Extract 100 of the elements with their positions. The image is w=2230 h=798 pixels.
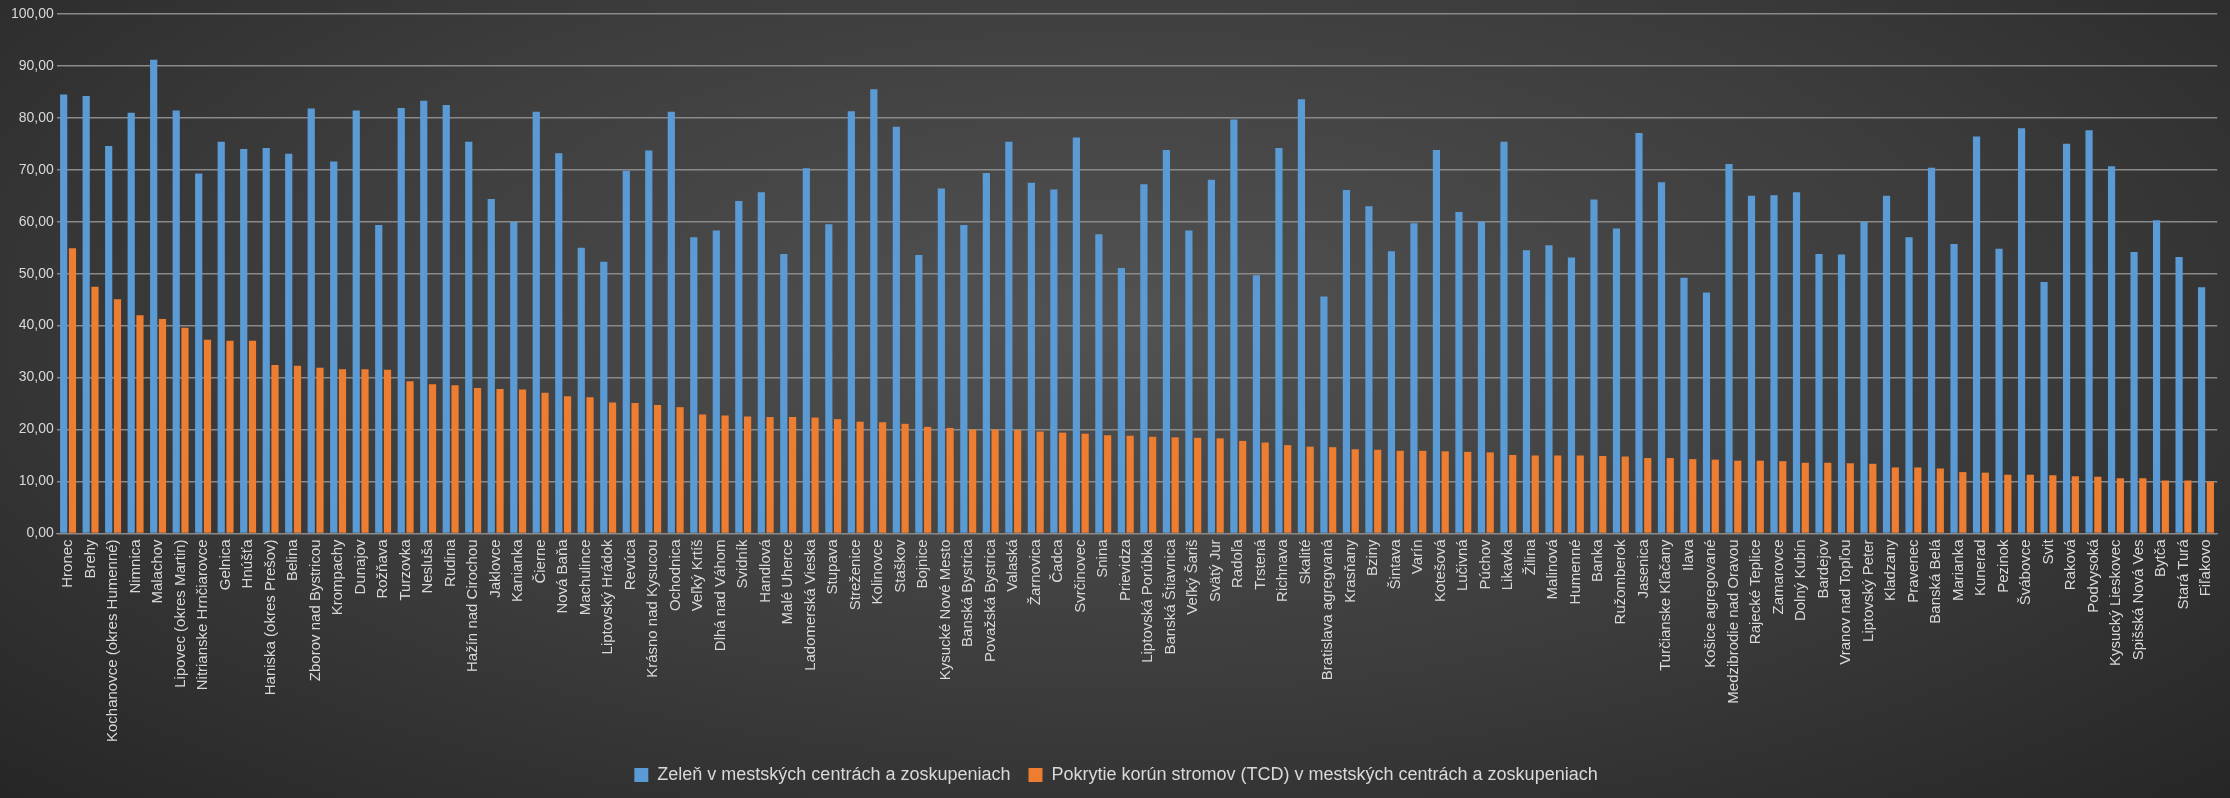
x-tick-label: Svrčinovec <box>1070 538 1088 613</box>
x-tick-label: Malachov <box>148 538 166 604</box>
x-tick-label: Bytča <box>2151 538 2169 577</box>
x-tick-label: Zamarovce <box>1768 539 1786 615</box>
x-tick-label: Kysucký Lieskovec <box>2106 538 2124 667</box>
x-tick-label: Lipovec (okres Martin) <box>170 539 188 688</box>
x-tick-label: Dolný Kubín <box>1791 539 1809 622</box>
x-tick-label: Richnava <box>1273 538 1291 602</box>
x-tick-label: Raková <box>2061 538 2079 591</box>
y-tick-label: 60,00 <box>18 212 55 229</box>
x-tick-label: Spišská Nová Ves <box>2128 539 2146 661</box>
x-tick-label: Prievidza <box>1115 538 1133 602</box>
x-tick-label: Stará Turá <box>2173 538 2191 610</box>
x-tick-label: Liptovská Porúbka <box>1138 538 1156 663</box>
x-tick-label: Belina <box>283 538 301 582</box>
x-tick-label: Valaská <box>1003 538 1021 592</box>
x-tick-label: Kladzany <box>1881 538 1899 602</box>
x-tick-label: Banská Belá <box>1926 538 1944 624</box>
y-tick-label: 10,00 <box>18 472 55 489</box>
x-tick-label: Košice agregované <box>1701 539 1719 668</box>
x-tick-label: Stupava <box>823 538 841 595</box>
x-tick-label: Snina <box>1093 538 1111 578</box>
x-tick-label: Pravenec <box>1903 538 1921 603</box>
x-tick-label: Machulince <box>575 539 593 616</box>
x-tick-label: Ladomerská Vieska <box>800 538 818 671</box>
x-tick-label: Streženice <box>845 539 863 611</box>
y-tick-label: 80,00 <box>18 108 55 125</box>
y-tick-label: 90,00 <box>18 56 55 73</box>
x-tick-label: Handlová <box>755 538 773 603</box>
x-tick-label: Malinová <box>1543 538 1561 600</box>
x-tick-label: Rožňava <box>373 538 391 599</box>
x-tick-label: Dlhá nad Váhom <box>710 539 728 652</box>
x-tick-label: Skalité <box>1295 539 1313 585</box>
x-tick-label: Haniska (okres Prešov) <box>260 539 278 696</box>
x-tick-label: Žilina <box>1520 538 1538 576</box>
x-tick-label: Banka <box>1588 538 1606 582</box>
x-tick-label: Jaklovce <box>485 539 503 598</box>
y-tick-label: 50,00 <box>18 264 55 281</box>
x-tick-label: Podvysoká <box>2083 538 2101 613</box>
x-tick-label: Hnúšťa <box>238 538 256 589</box>
x-tick-label: Šintava <box>1385 538 1403 590</box>
x-tick-label: Krompachy <box>328 538 346 616</box>
legend-label: Zeleň v mestských centrách a zoskupeniach <box>657 763 1011 784</box>
x-tick-label: Turčianske Kľačany <box>1656 538 1674 671</box>
x-tick-label: Švábovce <box>2016 539 2034 606</box>
x-tick-label: Žarnovica <box>1025 538 1043 606</box>
x-tick-label: Nimnica <box>125 538 143 594</box>
x-tick-label: Kunerad <box>1971 539 1989 597</box>
x-tick-label: Lučivná <box>1453 538 1471 592</box>
x-tick-label: Staškov <box>890 538 908 593</box>
x-tick-label: Nová Baňa <box>553 538 571 614</box>
legend-label: Pokrytie korún stromov (TCD) v mestských centrách a zoskupeniach <box>1051 763 1598 784</box>
x-tick-label: Liptovský Peter <box>1858 539 1876 642</box>
x-tick-label: Revúca <box>620 538 638 591</box>
x-tick-label: Dunajov <box>350 538 368 595</box>
x-tick-label: Veľký Krtíš <box>688 539 706 612</box>
x-tick-label: Kotešová <box>1430 538 1448 602</box>
x-tick-label: Jasenica <box>1633 538 1651 599</box>
x-tick-label: Likavka <box>1498 538 1516 591</box>
x-tick-label: Svätý Jur <box>1205 539 1223 602</box>
x-tick-label: Bardejov <box>1813 538 1831 599</box>
x-tick-label: Pezinok <box>1993 538 2011 593</box>
x-tick-label: Bratislava agregvaná <box>1318 538 1336 681</box>
x-tick-label: Svit <box>2038 538 2056 565</box>
y-tick-label: 30,00 <box>18 368 55 385</box>
x-tick-label: Bojnice <box>913 539 931 589</box>
x-tick-label: Nitrianske Hrnčiarovce <box>193 539 211 691</box>
x-tick-label: Čadca <box>1048 538 1066 583</box>
x-tick-label: Bziny <box>1363 538 1381 577</box>
x-tick-label: Krasňany <box>1340 538 1358 603</box>
x-tick-label: Čierne <box>530 539 548 584</box>
x-tick-label: Svidník <box>733 538 751 589</box>
x-tick-label: Gelnica <box>215 538 233 591</box>
x-tick-label: Ilava <box>1678 538 1696 572</box>
x-tick-label: Veľký Šariš <box>1183 539 1201 615</box>
y-tick-label: 0,00 <box>26 524 55 541</box>
x-tick-label: Hažín nad Cirochou <box>463 539 481 672</box>
x-tick-label: Nesluša <box>418 538 436 594</box>
y-tick-label: 100,00 <box>10 4 55 21</box>
x-tick-label: Kysucké Nové Mesto <box>935 539 953 681</box>
x-tick-label: Humenné <box>1565 539 1583 605</box>
x-tick-label: Zborov nad Bystricou <box>305 539 323 682</box>
x-tick-label: Trstená <box>1250 538 1268 590</box>
x-tick-label: Kolinovce <box>868 539 886 605</box>
y-tick-label: 20,00 <box>18 420 55 437</box>
x-tick-label: Ružomberok <box>1611 538 1628 625</box>
x-tick-label: Medzibrodie nad Oravou <box>1723 539 1741 704</box>
x-tick-label: Kanianka <box>508 538 526 602</box>
x-tick-label: Kochanovce (okres Humenné) <box>103 539 121 743</box>
x-tick-label: Púchov <box>1475 538 1493 590</box>
x-tick-label: Radoľa <box>1228 538 1246 588</box>
x-tick-label: Brehy <box>80 538 98 579</box>
x-tick-label: Malé Uherce <box>778 539 796 625</box>
x-tick-label: Liptovský Hrádok <box>598 538 616 655</box>
y-tick-label: 70,00 <box>18 160 55 177</box>
x-tick-label: Krásno nad Kysucou <box>643 539 661 678</box>
x-tick-label: Vranov nad Topľou <box>1836 539 1854 665</box>
x-tick-label: Banská Štiavnica <box>1160 538 1178 655</box>
x-tick-label: Ochodnica <box>665 538 683 612</box>
x-tick-label: Fiľakovo <box>2196 539 2214 597</box>
